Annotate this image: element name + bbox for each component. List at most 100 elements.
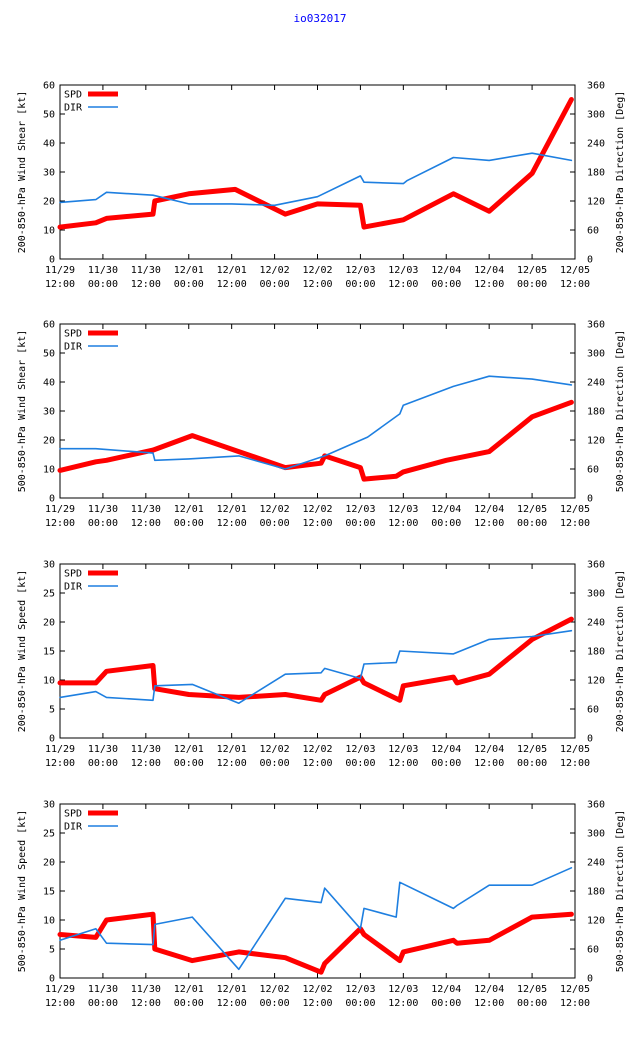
legend-label-spd: SPD [64, 569, 82, 580]
x-tick-label-time: 12:00 [131, 758, 161, 769]
x-tick-label-date: 12/02 [302, 984, 332, 995]
x-tick-label-time: 00:00 [88, 758, 118, 769]
x-tick-label-time: 00:00 [174, 518, 204, 529]
y2-tick-label: 60 [587, 945, 599, 956]
legend-label-dir: DIR [64, 582, 83, 593]
y-tick-label: 30 [43, 800, 55, 811]
y-tick-label: 10 [43, 226, 55, 237]
y-tick-label: 0 [49, 494, 55, 505]
x-tick-label-date: 11/30 [88, 504, 118, 515]
y2-axis-label: 500-850-hPa Direction [Deg] [615, 810, 626, 973]
x-tick-label-date: 12/02 [302, 265, 332, 276]
y-tick-label: 40 [43, 139, 55, 150]
x-tick-label-date: 11/30 [88, 744, 118, 755]
x-tick-label-date: 12/05 [517, 744, 547, 755]
y-axis-label: 200-850-hPa Wind Speed [kt] [17, 570, 28, 733]
x-tick-label-date: 12/03 [345, 744, 375, 755]
x-tick-label-time: 00:00 [431, 279, 461, 290]
x-tick-label-date: 12/05 [517, 504, 547, 515]
x-tick-label-date: 11/29 [45, 265, 75, 276]
plot-frame-3 [59, 563, 576, 739]
x-tick-label-time: 12:00 [560, 998, 590, 1009]
dir-series-line [59, 152, 573, 207]
y2-tick-label: 120 [587, 676, 605, 687]
x-tick-label-time: 12:00 [560, 758, 590, 769]
plot-frame-1 [59, 84, 576, 260]
y-tick-label: 0 [49, 255, 55, 266]
y2-tick-label: 360 [587, 560, 605, 571]
x-tick-label-date: 11/30 [131, 744, 161, 755]
spd-series-line [57, 399, 574, 482]
x-tick-label-date: 12/03 [388, 265, 418, 276]
x-tick-label-time: 12:00 [474, 998, 504, 1009]
y-tick-label: 10 [43, 916, 55, 927]
x-tick-label-date: 12/03 [388, 984, 418, 995]
x-tick-label-date: 12/04 [474, 504, 504, 515]
y-tick-label: 50 [43, 110, 55, 121]
y2-tick-label: 120 [587, 436, 605, 447]
y-tick-label: 20 [43, 618, 55, 629]
x-tick-label-time: 12:00 [560, 518, 590, 529]
x-tick-label-date: 12/02 [260, 984, 290, 995]
x-tick-label-time: 12:00 [474, 758, 504, 769]
spd-series-line [57, 97, 574, 230]
x-tick-label-date: 12/03 [345, 265, 375, 276]
spd-series-line [57, 911, 574, 975]
x-tick-label-time: 12:00 [302, 998, 332, 1009]
x-tick-label-date: 11/29 [45, 984, 75, 995]
dir-series-line [59, 866, 573, 971]
y-tick-label: 60 [43, 81, 55, 92]
x-tick-label-date: 12/01 [174, 265, 204, 276]
x-tick-label-date: 12/04 [474, 744, 504, 755]
x-tick-label-time: 12:00 [217, 518, 247, 529]
y2-tick-label: 180 [587, 407, 605, 418]
y2-tick-label: 0 [587, 974, 593, 985]
x-tick-label-date: 12/04 [431, 265, 461, 276]
y-axis-label: 500-850-hPa Wind Speed [kt] [17, 810, 28, 973]
y2-tick-label: 180 [587, 887, 605, 898]
y2-tick-label: 0 [587, 255, 593, 266]
x-tick-label-time: 12:00 [45, 518, 75, 529]
legend-label-spd: SPD [64, 809, 82, 820]
x-tick-label-date: 12/05 [560, 265, 590, 276]
x-tick-label-time: 00:00 [517, 518, 547, 529]
dir-series-line [59, 375, 573, 470]
x-tick-label-date: 12/04 [474, 265, 504, 276]
spd-series-line [57, 616, 574, 703]
plot-frame-2 [59, 323, 576, 499]
y2-tick-label: 360 [587, 800, 605, 811]
y2-tick-label: 300 [587, 829, 605, 840]
x-tick-label-time: 00:00 [345, 279, 375, 290]
x-tick-label-date: 12/03 [345, 504, 375, 515]
legend-label-spd: SPD [64, 329, 82, 340]
y-tick-label: 40 [43, 378, 55, 389]
x-tick-label-date: 12/01 [174, 744, 204, 755]
x-tick-label-time: 12:00 [45, 758, 75, 769]
page-title: io032017 [293, 12, 347, 25]
x-tick-label-time: 00:00 [517, 758, 547, 769]
x-tick-label-date: 12/05 [560, 984, 590, 995]
x-tick-label-date: 12/02 [260, 744, 290, 755]
y2-tick-label: 0 [587, 734, 593, 745]
x-tick-label-time: 00:00 [517, 998, 547, 1009]
y-tick-label: 5 [49, 705, 55, 716]
y-tick-label: 25 [43, 829, 55, 840]
y2-tick-label: 360 [587, 81, 605, 92]
x-tick-label-time: 12:00 [388, 279, 418, 290]
y-tick-label: 50 [43, 349, 55, 360]
x-tick-label-time: 00:00 [88, 518, 118, 529]
y2-tick-label: 120 [587, 197, 605, 208]
x-tick-label-date: 12/01 [174, 984, 204, 995]
x-tick-label-time: 00:00 [431, 518, 461, 529]
y-axis-label: 200-850-hPa Wind Shear [kt] [17, 91, 28, 254]
x-tick-label-time: 00:00 [345, 518, 375, 529]
legend-label-dir: DIR [64, 342, 83, 353]
x-tick-label-date: 11/29 [45, 744, 75, 755]
y-tick-label: 15 [43, 887, 55, 898]
x-tick-label-date: 12/02 [302, 504, 332, 515]
x-tick-label-time: 12:00 [131, 518, 161, 529]
y2-tick-label: 0 [587, 494, 593, 505]
y2-tick-label: 360 [587, 320, 605, 331]
x-tick-label-date: 12/05 [517, 265, 547, 276]
x-tick-label-time: 12:00 [388, 998, 418, 1009]
